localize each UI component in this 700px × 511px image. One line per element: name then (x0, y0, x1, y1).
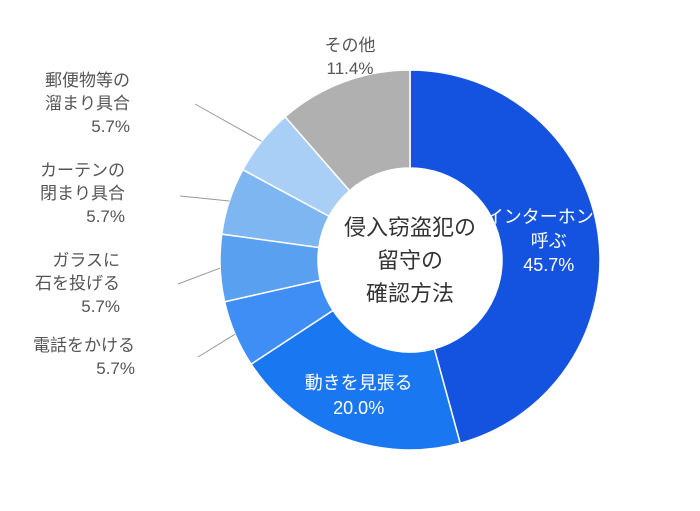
leader-line (198, 334, 235, 357)
chart-container: 侵入窃盗犯の 留守の 確認方法 インターホンで 呼ぶ 45.7%動きを見張る 2… (0, 0, 700, 511)
donut-hole (318, 168, 502, 352)
leader-line (178, 268, 220, 284)
pie-chart-svg (0, 0, 700, 511)
leader-line (195, 104, 262, 141)
leader-line (180, 196, 229, 201)
